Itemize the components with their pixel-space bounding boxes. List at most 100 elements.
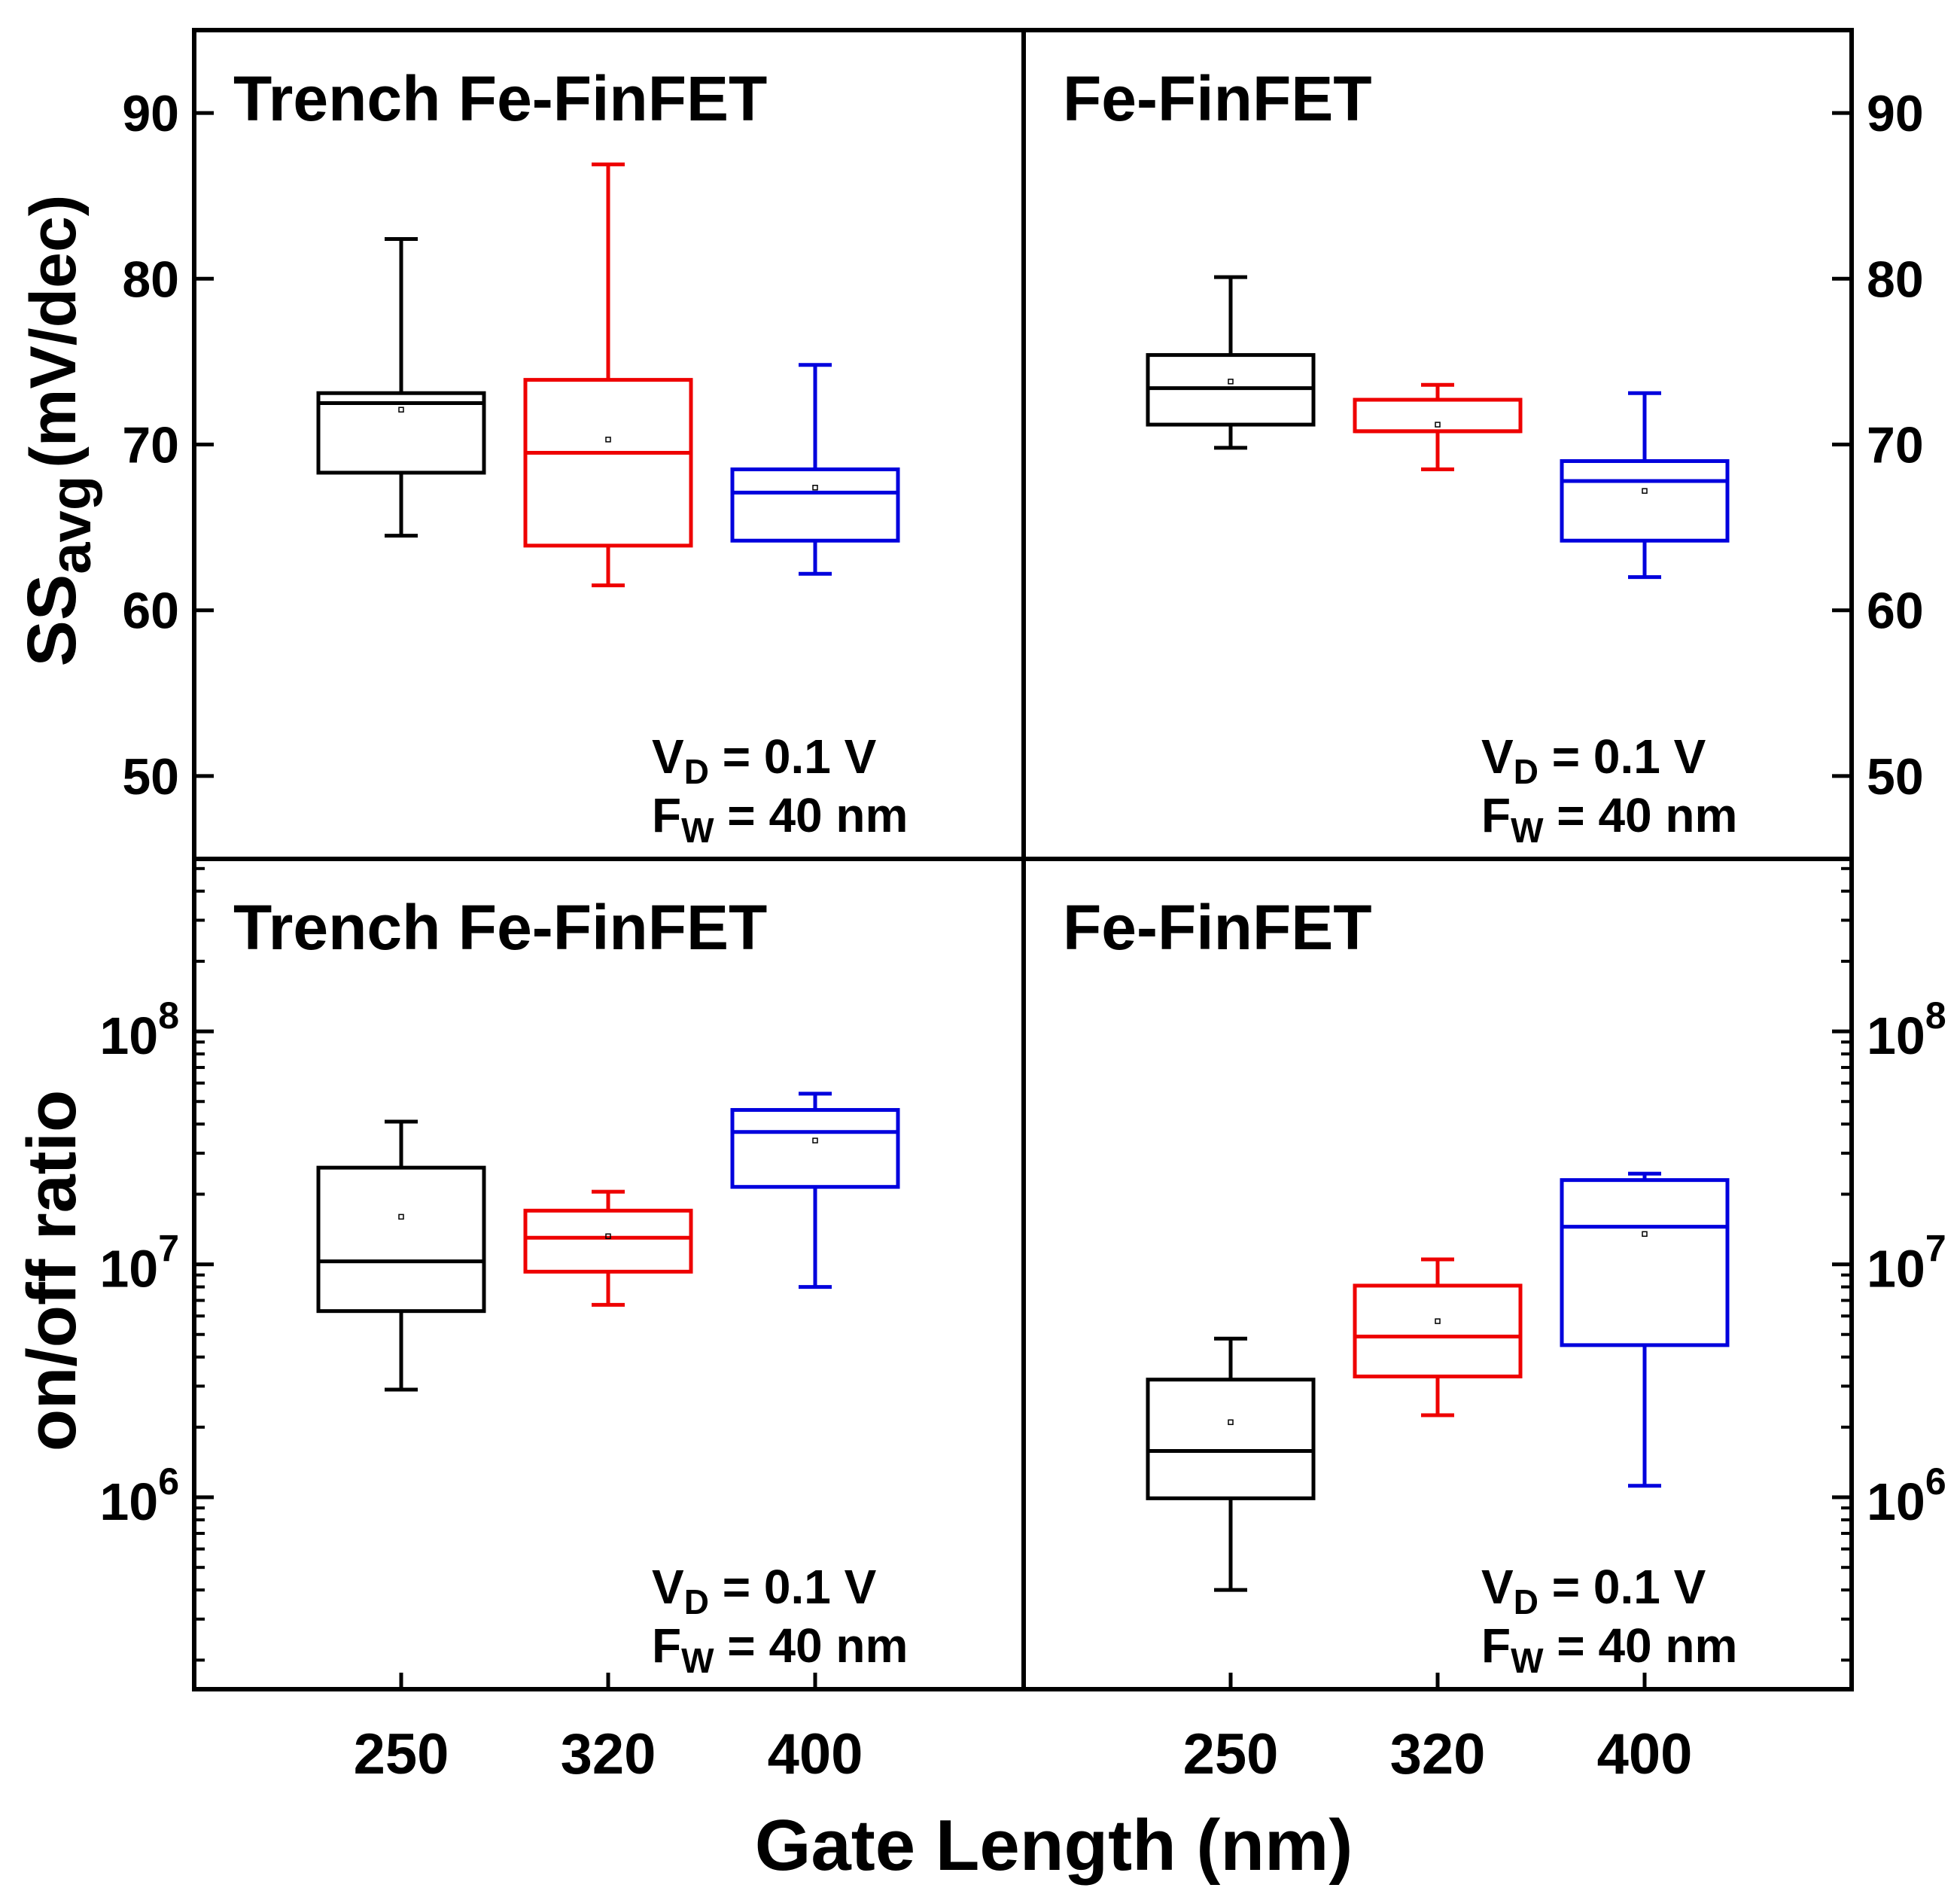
annotation_sub: D (684, 752, 709, 791)
y-tick-label-top-right: 60 (1867, 583, 1924, 640)
box-400 (730, 1092, 900, 1289)
x-tick-label: 400 (768, 1722, 863, 1786)
panel-title: Fe-FinFET (1063, 892, 1372, 963)
y-tick-label-base: 10 (99, 1240, 158, 1299)
panel-annotation-l2: FW = 40 nm (652, 1618, 908, 1680)
annotation_main: F (1481, 788, 1511, 842)
annotation_main: F (652, 1618, 681, 1673)
annotation_sub: W (1511, 1641, 1544, 1680)
y-tick-label-bottom-left: 106 (99, 1460, 179, 1531)
panel-title: Trench Fe-FinFET (233, 892, 767, 963)
box-iqr (523, 1208, 693, 1274)
box-320 (523, 1189, 693, 1307)
mean-marker (398, 1213, 404, 1220)
y-tick-label-bottom-right: 107 (1867, 1228, 1946, 1299)
box-320 (523, 162, 693, 588)
box-iqr (316, 391, 486, 475)
y-tick-label-exp: 7 (1925, 1228, 1946, 1270)
panel-annotation-l1: VD = 0.1 V (652, 729, 877, 791)
panel-title: Trench Fe-FinFET (233, 63, 767, 134)
y-tick-label-top-left: 70 (122, 417, 179, 474)
annotation_rest: = 40 nm (714, 1618, 908, 1673)
y-tick-label-exp: 6 (1925, 1460, 1946, 1503)
annotation_rest: = 0.1 V (1538, 729, 1706, 784)
annotation_main: V (652, 1560, 684, 1614)
annotation_main: V (652, 729, 684, 784)
box-iqr (1146, 1378, 1316, 1500)
box-iqr (1560, 459, 1730, 543)
y-tick-label-bottom-right: 106 (1867, 1460, 1946, 1531)
mean-marker (812, 485, 818, 491)
mean-marker (1228, 379, 1234, 385)
x-tick-label: 320 (1390, 1722, 1486, 1786)
box-250 (1146, 275, 1316, 450)
y-tick-label-bottom-right: 108 (1867, 994, 1946, 1065)
panel-title: Fe-FinFET (1063, 63, 1372, 134)
x-tick-label: 250 (354, 1722, 449, 1786)
box-250 (316, 236, 486, 538)
panel-annotation-l1: VD = 0.1 V (652, 1560, 877, 1621)
box-400 (730, 363, 900, 576)
y-tick-label-base: 10 (99, 1472, 158, 1531)
y-tick-label-top-right: 90 (1867, 85, 1924, 142)
x-axis-title: Gate Length (nm) (755, 1805, 1353, 1886)
y-tick-label-exp: 8 (158, 994, 179, 1037)
box-320 (1353, 382, 1523, 472)
box-iqr (316, 1165, 486, 1314)
y-tick-label-bottom-left: 107 (99, 1228, 179, 1299)
mean-marker (812, 1137, 818, 1143)
annotation_sub: D (1514, 752, 1538, 791)
panel-annotation-l2: FW = 40 nm (1481, 1618, 1737, 1680)
top-y-axis-title-unit: (mV/dec) (17, 195, 90, 468)
y-tick-label-exp: 8 (1925, 994, 1946, 1037)
y-tick-label-exp: 7 (158, 1228, 179, 1270)
mean-marker (398, 406, 404, 413)
top-y-axis-title-sub: avg (39, 476, 103, 574)
x-tick-label: 250 (1183, 1722, 1279, 1786)
annotation_rest: = 0.1 V (1538, 1560, 1706, 1614)
y-tick-label-base: 10 (1867, 1006, 1925, 1065)
annotation_sub: D (684, 1582, 709, 1621)
annotation_rest: = 0.1 V (709, 1560, 877, 1614)
mean-marker (1435, 1318, 1441, 1324)
panel-annotation-l1: VD = 0.1 V (1481, 729, 1706, 791)
annotation_main: F (652, 788, 681, 842)
mean-marker (605, 437, 611, 443)
box-250 (316, 1119, 486, 1392)
box-iqr (730, 1107, 900, 1189)
annotation_sub: D (1514, 1582, 1538, 1621)
box-iqr (1560, 1178, 1730, 1347)
annotation_rest: = 40 nm (1544, 788, 1738, 842)
panel-annotation-l2: FW = 40 nm (1481, 788, 1737, 850)
annotation_sub: W (681, 811, 714, 850)
mean-marker (1642, 1231, 1648, 1237)
top-y-axis-title: SSavg (mV/dec) (14, 195, 103, 667)
x-tick-label: 320 (561, 1722, 656, 1786)
annotation_rest: = 40 nm (714, 788, 908, 842)
top-y-axis-title-main: SS (14, 574, 90, 667)
annotation_sub: W (1511, 811, 1544, 850)
mean-marker (1642, 488, 1648, 494)
box-320 (1353, 1257, 1523, 1417)
box-iqr (730, 467, 900, 543)
annotation_rest: = 40 nm (1544, 1618, 1738, 1673)
box-400 (1560, 391, 1730, 580)
y-tick-label-base: 10 (1867, 1240, 1925, 1299)
y-tick-label-top-left: 80 (122, 251, 179, 308)
mean-marker (605, 1233, 611, 1240)
y-tick-label-base: 10 (99, 1006, 158, 1065)
annotation_main: V (1481, 1560, 1514, 1614)
annotation_main: F (1481, 1618, 1511, 1673)
mean-marker (1435, 422, 1441, 428)
panel-annotation-l1: VD = 0.1 V (1481, 1560, 1706, 1621)
box-iqr (523, 378, 693, 548)
box-400 (1560, 1171, 1730, 1488)
annotation_sub: W (681, 1641, 714, 1680)
y-tick-label-top-left: 60 (122, 583, 179, 640)
y-tick-label-top-right: 70 (1867, 417, 1924, 474)
